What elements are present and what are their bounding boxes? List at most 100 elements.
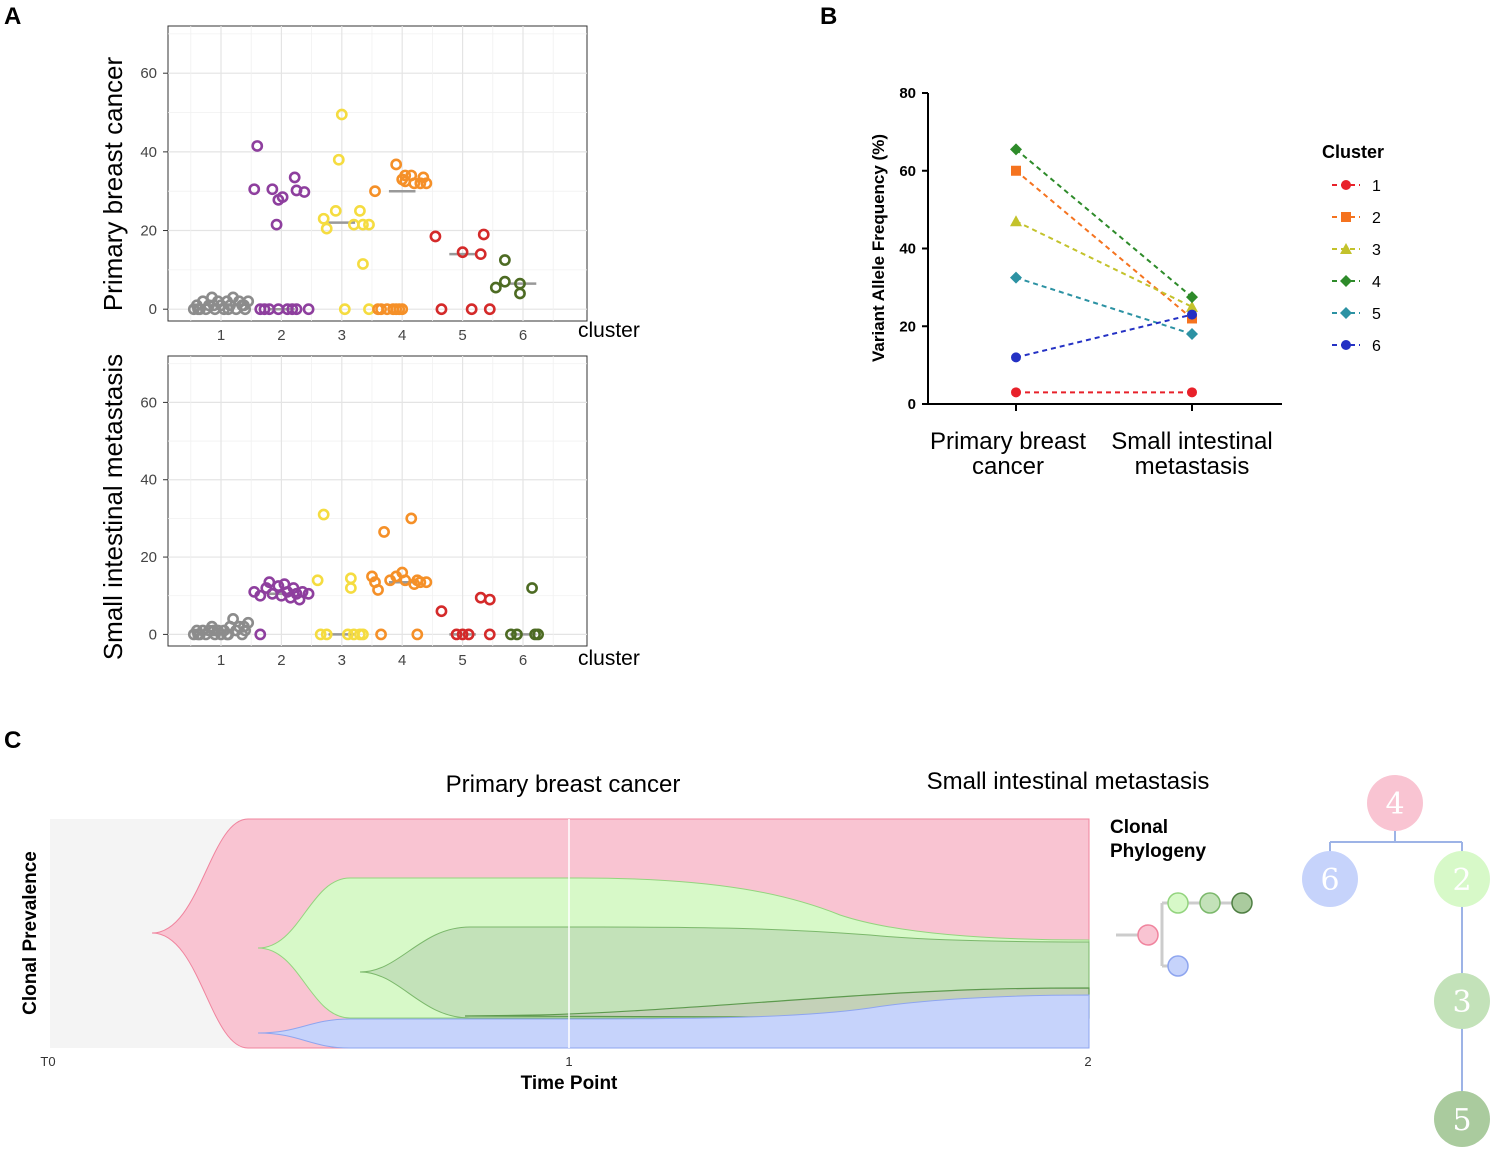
data-point [238, 620, 250, 633]
plot-area [167, 355, 588, 647]
data-point [335, 108, 348, 121]
y-tick-label: 80 [899, 85, 916, 102]
data-point [320, 628, 333, 641]
data-point [366, 570, 378, 583]
x-category-label-1-line2: cancer [972, 453, 1044, 480]
y-tick-labels: 0 20 40 60 80 [899, 85, 928, 413]
data-point [1186, 328, 1198, 341]
data-point [411, 628, 424, 641]
data-point [287, 582, 300, 594]
data-point [251, 140, 264, 152]
data-point [483, 628, 496, 641]
data-point [1010, 143, 1022, 156]
data-point [288, 171, 301, 184]
data-point [375, 628, 387, 641]
x-tick-label: 1 [217, 652, 225, 669]
data-point [483, 593, 496, 606]
data-point [207, 624, 220, 637]
legend-marker [1340, 307, 1352, 319]
panel-letter-c: C [4, 727, 21, 754]
series-line [1015, 313, 1193, 359]
tree-node-label-5: 5 [1452, 1103, 1471, 1138]
data-marks [187, 108, 537, 316]
data-point [357, 258, 369, 270]
data-point [378, 526, 390, 538]
data-point [290, 587, 303, 600]
plot-area [167, 25, 588, 322]
data-point [483, 303, 496, 316]
data-point [390, 158, 403, 171]
legend-marker [1341, 212, 1351, 222]
gridlines [168, 356, 587, 646]
x-tick-label: 2 [277, 652, 285, 669]
legend-label: 3 [1372, 242, 1381, 259]
legend-label: 1 [1372, 178, 1381, 195]
data-point [260, 582, 273, 594]
y-tick-label: 0 [149, 301, 157, 318]
data-point [526, 582, 538, 594]
data-point [435, 303, 448, 316]
tree-node-label-4: 4 [1385, 787, 1404, 822]
x-tick-label: 3 [338, 652, 346, 669]
data-point [1010, 271, 1022, 284]
data-point [354, 204, 366, 217]
data-point [363, 218, 375, 231]
y-tick-labels: 0 20 40 60 [140, 394, 168, 643]
phylogeny-tree: 4 6 2 3 5 [1302, 775, 1490, 1147]
x-category-label-2-line2: metastasis [1135, 453, 1250, 480]
y-tick-label: 20 [140, 549, 157, 566]
data-point [511, 628, 523, 641]
data-point [420, 576, 433, 589]
x-tick-label: 3 [338, 327, 346, 344]
y-axis-title: Small intestinal metastasis [98, 354, 128, 660]
y-tick-label: 20 [140, 223, 157, 240]
data-point [314, 628, 327, 641]
data-point [344, 572, 357, 585]
x-tick-label: 6 [519, 327, 527, 344]
y-tick-label: 60 [140, 65, 157, 82]
data-point [302, 303, 315, 316]
data-point [276, 191, 289, 203]
data-point [258, 303, 271, 316]
tree-node-label-6: 6 [1320, 863, 1339, 898]
data-point [505, 628, 517, 641]
data-point [347, 218, 360, 231]
data-point [341, 628, 354, 641]
legend-marker [1340, 275, 1352, 287]
data-point [296, 585, 309, 598]
data-point [489, 281, 502, 294]
data-point [465, 303, 478, 316]
gridlines [168, 26, 587, 321]
data-point [298, 186, 311, 198]
data-point [347, 628, 360, 641]
data-point [207, 299, 220, 312]
mini-node-2 [1167, 892, 1189, 914]
data-point [1011, 352, 1021, 363]
series-line [1015, 276, 1193, 335]
header-metastasis: Small intestinal metastasis [927, 768, 1210, 795]
data-point [263, 576, 276, 589]
data-point [270, 218, 283, 231]
x-tick-label: 5 [458, 327, 466, 344]
data-point [329, 204, 342, 217]
panel-letter-b: B [820, 3, 837, 30]
data-point [332, 153, 345, 166]
legend-title: Cluster [1322, 142, 1384, 162]
data-point [1187, 387, 1197, 398]
data-point [372, 584, 384, 596]
legend-marker [1341, 340, 1351, 350]
tree-node-label-2: 2 [1452, 863, 1471, 898]
y-tick-label: 40 [899, 241, 916, 258]
mini-node-5 [1231, 892, 1253, 914]
x-tick-label: 6 [519, 652, 527, 669]
data-point [1010, 215, 1022, 227]
data-point [456, 246, 469, 259]
x-axis-title: cluster [578, 647, 640, 670]
panel-a-top-chart: 0 20 40 60 1 2 3 4 5 6 Primary breast cancer clu… [98, 25, 640, 344]
data-point [317, 212, 330, 225]
data-point [1011, 165, 1021, 176]
data-point [417, 171, 430, 184]
data-point [192, 303, 204, 316]
y-tick-label: 20 [899, 318, 916, 335]
